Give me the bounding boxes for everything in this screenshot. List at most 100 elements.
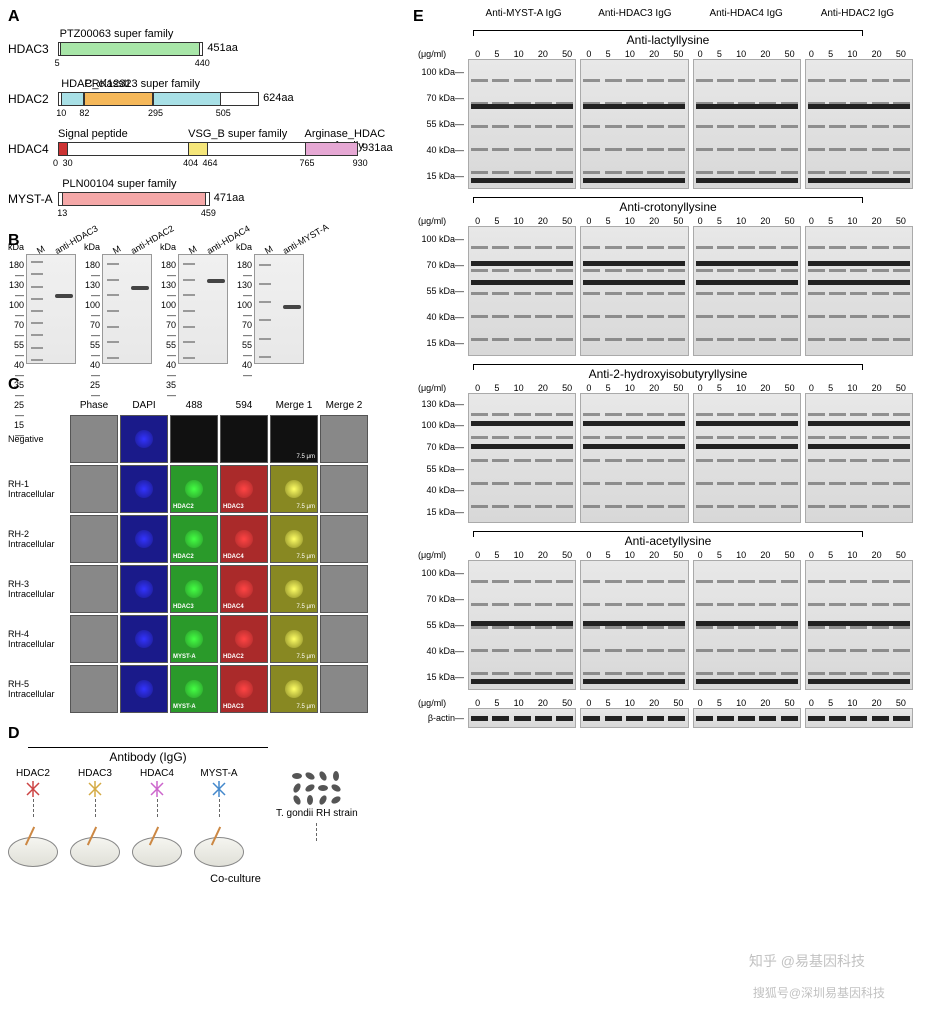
lane-band (781, 125, 798, 128)
lane-band (781, 292, 798, 295)
lane-band (556, 413, 573, 416)
tick: 464 (203, 158, 218, 168)
conc-val: 20 (872, 49, 882, 59)
petri-dish-icon (132, 837, 182, 867)
lane-band (514, 338, 531, 341)
marker: 40 kDa— (413, 312, 464, 322)
marker: 55— (236, 340, 252, 360)
lane-band (829, 603, 846, 606)
conc-val: 0 (698, 383, 703, 393)
dark-band (808, 421, 910, 426)
e-blot (693, 59, 801, 189)
lane-band (759, 315, 776, 318)
lane-band (850, 246, 867, 249)
conc-val: 0 (586, 383, 591, 393)
lane-band (626, 649, 643, 652)
lane-band (829, 79, 846, 82)
e-blot (468, 226, 576, 356)
lane-band (893, 580, 910, 583)
e-col-header: Anti-HDAC4 IgG (691, 8, 802, 19)
dark-band (471, 679, 573, 684)
conc-val: 50 (673, 698, 683, 708)
lane-band (605, 246, 622, 249)
tick: 13 (57, 208, 67, 218)
lane-band (535, 649, 552, 652)
ladder-band (31, 347, 43, 349)
band (207, 279, 225, 283)
fluor-signal (235, 480, 253, 498)
lane-band (556, 482, 573, 485)
blot-anti-MYST-A: kDa 180—130—100—70—55—40— M anti-MYST-A (236, 254, 304, 364)
lane-band (492, 603, 509, 606)
micro-cell: 7.5 μm (270, 515, 318, 563)
ladder-band (31, 273, 43, 275)
e-col-header: Anti-HDAC3 IgG (579, 8, 690, 19)
lane-band (696, 148, 713, 151)
lane-band (514, 505, 531, 508)
lane-band (556, 580, 573, 583)
marker: 55 kDa— (413, 286, 464, 296)
lane-band (893, 246, 910, 249)
lane-band (759, 436, 776, 439)
conc-val: 10 (625, 49, 635, 59)
conc-val: 20 (872, 550, 882, 560)
dark-band (808, 679, 910, 684)
lane-band (696, 580, 713, 583)
conc-val: 10 (847, 216, 857, 226)
conc-val: 50 (896, 216, 906, 226)
micro-col-header: Merge 2 (320, 398, 368, 413)
lane-band (583, 125, 600, 128)
conc-val: 20 (538, 698, 548, 708)
lane-band (605, 505, 622, 508)
actin-band (514, 716, 531, 721)
lane-band (872, 626, 889, 629)
conc-val: 50 (896, 383, 906, 393)
lane-band (850, 125, 867, 128)
ladder-band (259, 356, 271, 358)
lane-band (717, 626, 734, 629)
marker: 15 kDa— (413, 507, 464, 517)
conc-val: 50 (562, 383, 572, 393)
micro-cell (320, 465, 368, 513)
micro-cell: HDAC4 (220, 515, 268, 563)
lane-band (738, 79, 755, 82)
lane-band (471, 148, 488, 151)
ladder-band (259, 283, 271, 285)
lane-band (492, 580, 509, 583)
lane-band (647, 603, 664, 606)
antibody-name: MYST-A (200, 768, 237, 779)
conc-val: 20 (649, 216, 659, 226)
lane-band (605, 626, 622, 629)
lane-band (471, 603, 488, 606)
conc-val: 50 (673, 550, 683, 560)
marker: 70— (236, 320, 252, 340)
actin-blot (805, 708, 913, 728)
conc-val: 5 (828, 49, 833, 59)
lane-band (759, 246, 776, 249)
lane-band (808, 672, 825, 675)
lane-band (647, 315, 664, 318)
lane-band (738, 580, 755, 583)
lane-band (492, 292, 509, 295)
lane-band (781, 315, 798, 318)
family-label: VSG_B super family (188, 128, 287, 140)
conc-val: 5 (606, 698, 611, 708)
micro-cell (320, 665, 368, 713)
micro-cell (120, 415, 168, 463)
lane-band (471, 413, 488, 416)
conc-val: 10 (625, 216, 635, 226)
lane-band (492, 413, 509, 416)
conc-val: 10 (514, 49, 524, 59)
marker: 100— (160, 300, 176, 320)
panel-e: E Anti-MYST-A IgGAnti-HDAC3 IgGAnti-HDAC… (413, 8, 913, 728)
channel-tag: HDAC3 (223, 704, 244, 710)
conc-val: 5 (717, 216, 722, 226)
dashed-line (33, 799, 34, 817)
dark-band (471, 178, 573, 183)
conc-val: 10 (736, 216, 746, 226)
dark-band (808, 261, 910, 266)
conc-row: (μg/ml) 05102050051020500510205005102050 (468, 383, 913, 393)
watermark-2: 搜狐号@深圳易基因科技 (753, 984, 885, 1001)
lane-band (471, 292, 488, 295)
conc-val: 10 (847, 49, 857, 59)
